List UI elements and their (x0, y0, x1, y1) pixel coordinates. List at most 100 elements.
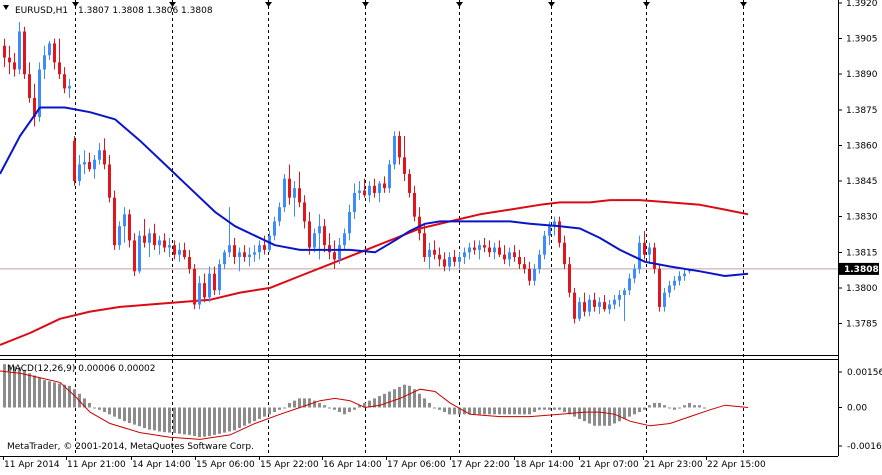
macd-histogram-bar (593, 407, 596, 426)
macd-histogram-bar (263, 407, 266, 417)
candle-body (288, 178, 291, 198)
candle-body (378, 183, 381, 193)
candle-body (448, 257, 451, 267)
candle-body (628, 278, 631, 291)
candle-body (508, 252, 511, 260)
macd-histogram-bar (503, 407, 506, 415)
macd-histogram-bar (693, 405, 696, 408)
candle-body (673, 280, 676, 286)
macd-histogram-bar (648, 405, 651, 408)
candle (403, 135, 406, 182)
candle (228, 207, 231, 258)
period-separator-marker-icon (740, 2, 747, 7)
current-price-tag-label: 1.3808 (844, 265, 879, 275)
candle (573, 287, 576, 324)
candle-body (523, 264, 526, 269)
macd-histogram-bar (198, 407, 201, 438)
candle (473, 240, 476, 255)
candle (468, 242, 471, 260)
candle-body (473, 247, 476, 250)
candle (233, 238, 236, 265)
candle (343, 228, 346, 250)
candle-body (128, 214, 131, 241)
candle (438, 247, 441, 267)
candle (93, 154, 96, 179)
macd-histogram-bar (148, 407, 151, 430)
candle-body (658, 268, 661, 307)
candle (288, 164, 291, 205)
macd-histogram-bar (18, 367, 21, 408)
candle (83, 150, 86, 174)
macd-histogram-bar (133, 407, 136, 425)
candle (508, 247, 511, 267)
macd-histogram-bar (363, 402, 366, 408)
candle (58, 38, 61, 79)
macd-histogram-bar (28, 373, 31, 408)
candle-body (418, 216, 421, 234)
candle (453, 249, 456, 267)
price-axis-tick-label: 1.3890 (846, 70, 878, 80)
candle-body (498, 247, 501, 255)
candle-body (368, 185, 371, 196)
candle-body (573, 292, 576, 319)
candle (678, 271, 681, 286)
candle (588, 295, 591, 317)
candle (328, 233, 331, 260)
candle (563, 235, 566, 269)
candle-body (513, 252, 516, 258)
candle (653, 242, 656, 274)
candle-body (618, 295, 621, 300)
macd-histogram-bar (673, 407, 676, 410)
macd-histogram-bar (508, 407, 511, 415)
candle (298, 171, 301, 208)
candle-body (663, 292, 666, 307)
macd-histogram-bar (83, 398, 86, 408)
candle-body (578, 302, 581, 319)
candle-body (183, 249, 186, 258)
candle (598, 297, 601, 315)
candle-body (528, 268, 531, 281)
candle-body (38, 69, 41, 117)
candle (178, 242, 181, 262)
candle-body (613, 299, 616, 305)
candle (433, 240, 436, 260)
candle (613, 295, 616, 310)
candle-body (193, 268, 196, 305)
macd-histogram-bar (528, 407, 531, 415)
macd-histogram-bar (93, 407, 96, 409)
macd-histogram-bar (293, 400, 296, 408)
period-separator-marker-icon (72, 2, 79, 7)
candle (338, 238, 341, 265)
macd-histogram-bar (428, 402, 431, 408)
macd-histogram-bar (668, 407, 671, 409)
candle (673, 276, 676, 291)
macd-histogram-bar (448, 407, 451, 415)
candle (163, 233, 166, 253)
candle (383, 176, 386, 193)
candle-body (558, 221, 561, 243)
macd-histogram-bar (378, 396, 381, 408)
candle-body (238, 252, 241, 258)
candle (308, 211, 311, 255)
candle (323, 219, 326, 253)
candle-body (428, 249, 431, 258)
macd-histogram-bar (8, 365, 11, 408)
candle (48, 40, 51, 60)
macd-histogram-bar (573, 407, 576, 417)
time-axis-tick-label: 15 Apr 22:00 (260, 460, 319, 470)
macd-histogram-bar (273, 407, 276, 413)
macd-histogram-bar (543, 407, 546, 410)
candle-body (83, 162, 86, 165)
period-separator-marker-icon (362, 2, 369, 7)
candle (63, 67, 66, 94)
macd-histogram-bar (323, 405, 326, 408)
candle-body (303, 202, 306, 222)
candle-body (483, 245, 486, 248)
period-separator-marker-icon (643, 2, 650, 7)
candle-body (168, 245, 171, 248)
time-axis-tick-label: 17 Apr 06:00 (387, 460, 446, 470)
macd-histogram-bar (548, 407, 551, 410)
macd-histogram-bar (418, 393, 421, 408)
chart-menu-triangle-icon[interactable] (3, 5, 9, 10)
candle-body (113, 197, 116, 246)
